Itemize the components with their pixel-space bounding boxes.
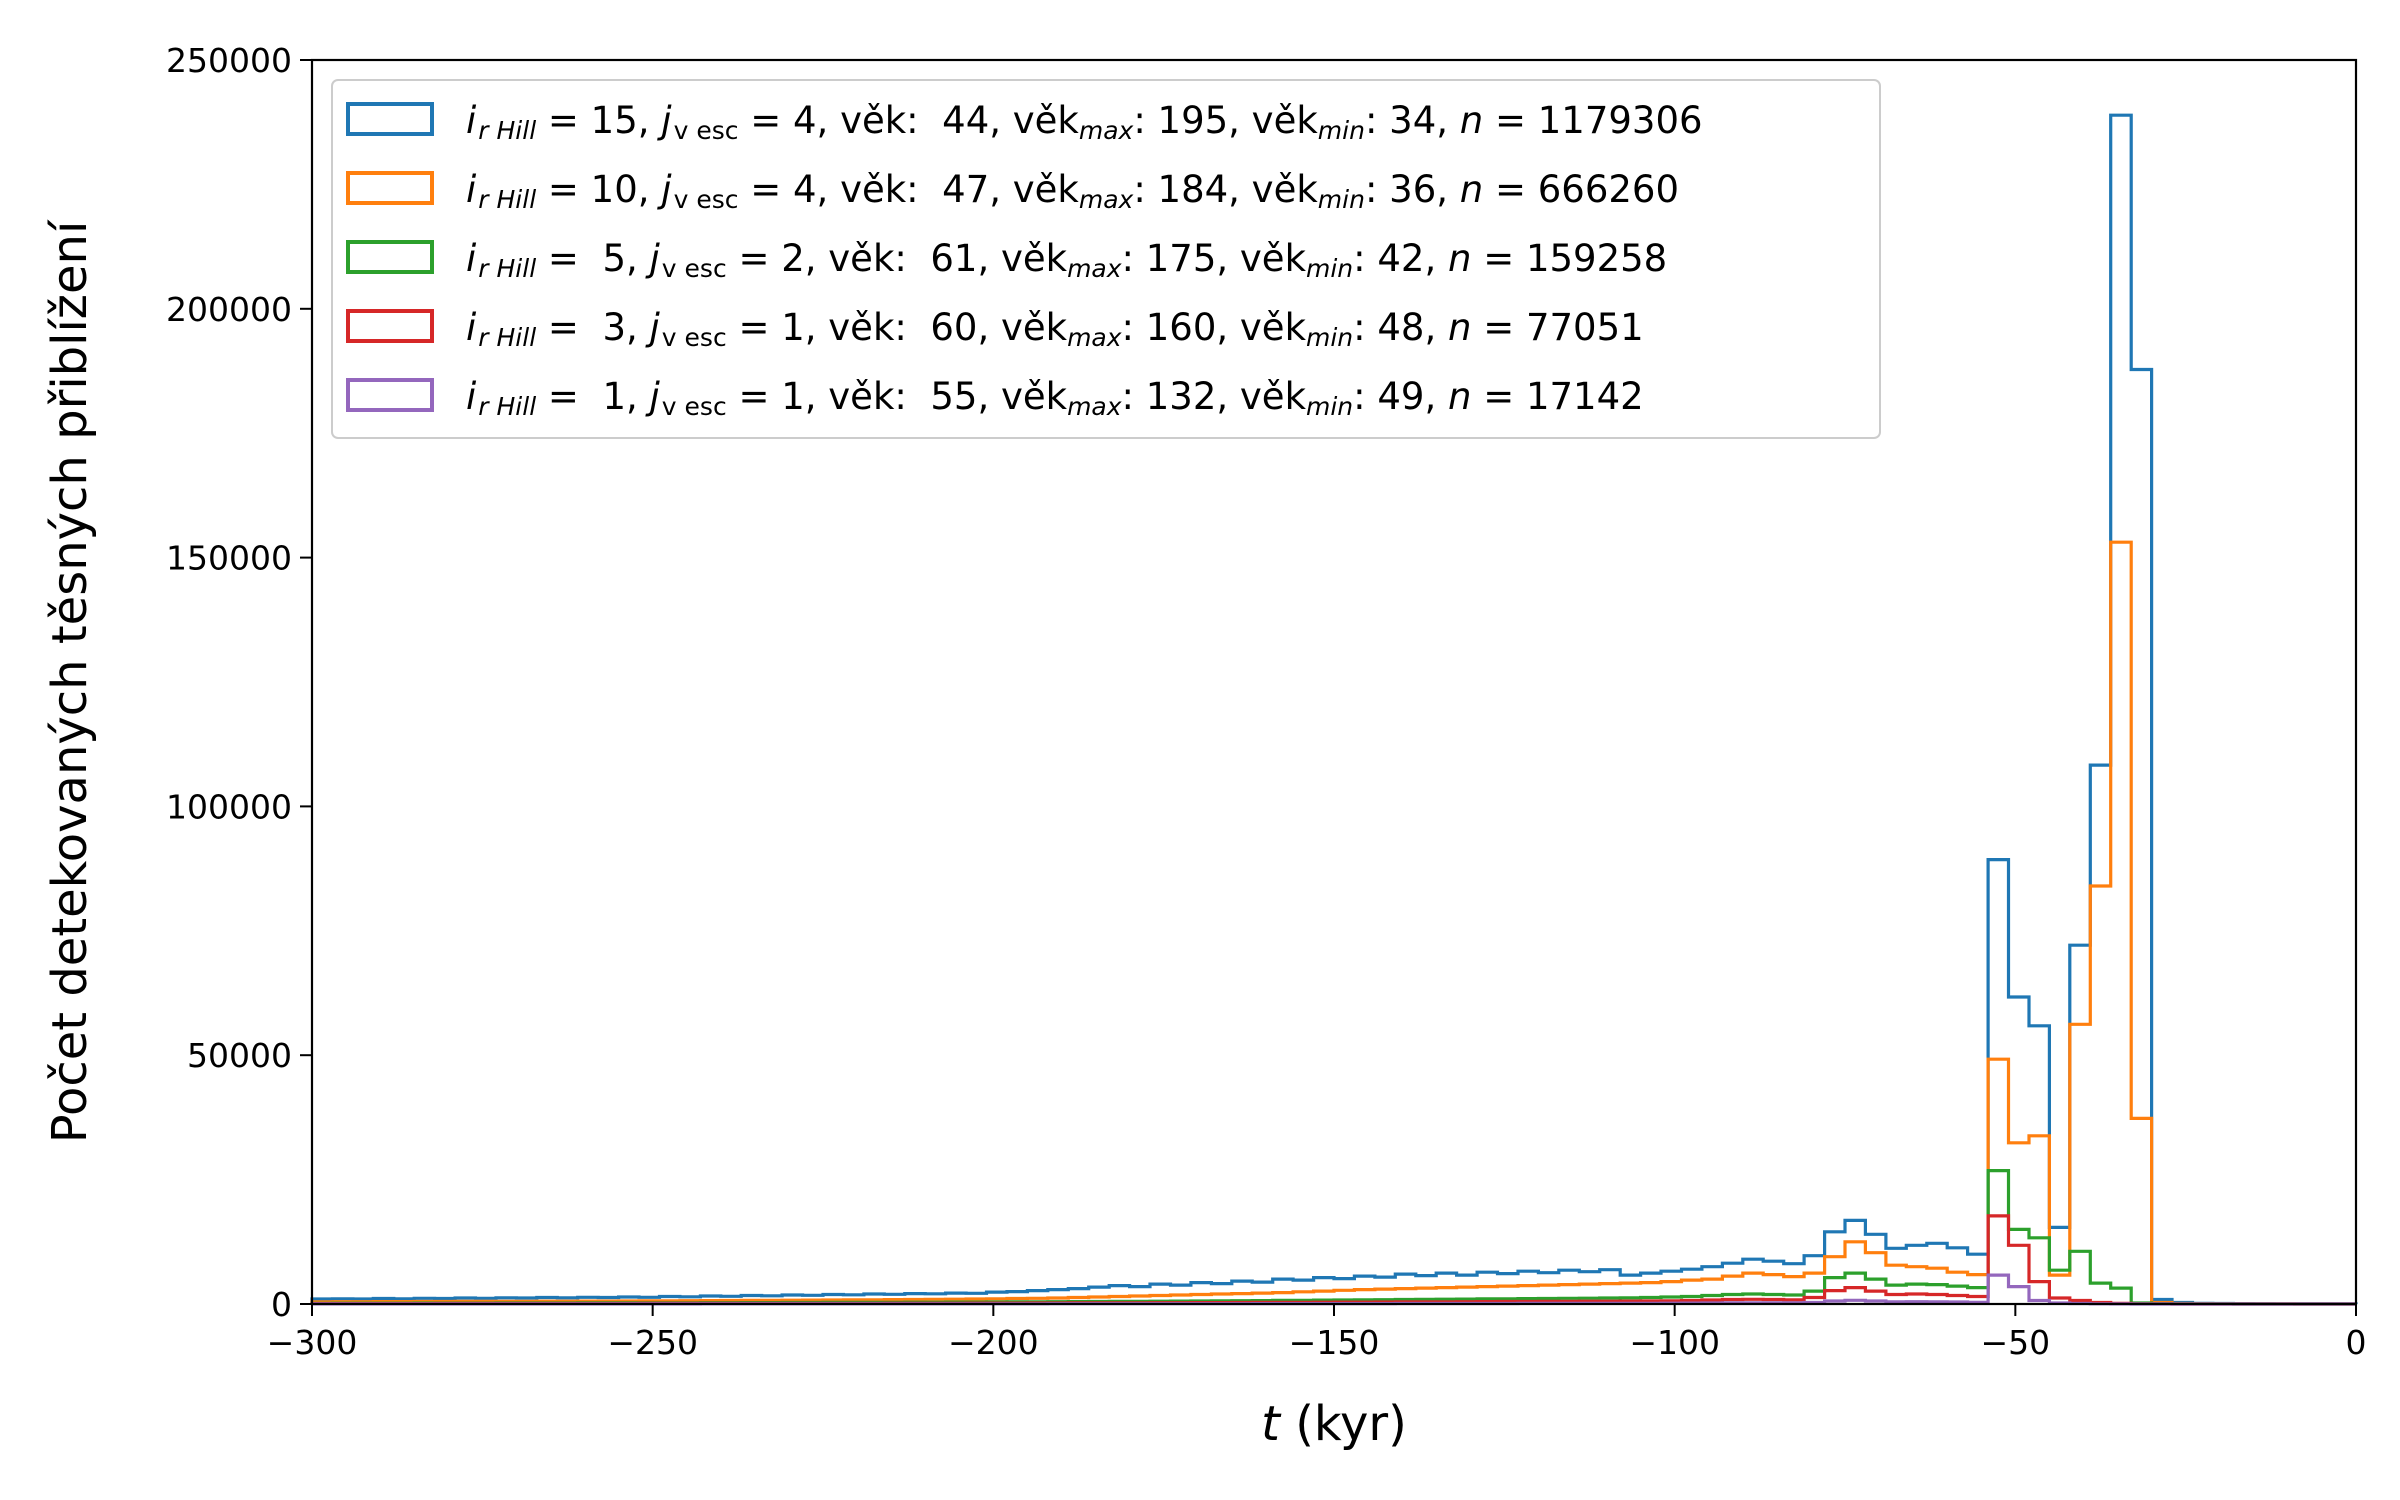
legend-swatch-3	[346, 240, 434, 274]
y-tick-label: 250000	[166, 41, 292, 80]
legend-swatch-2	[346, 171, 434, 205]
legend-swatch-1	[346, 102, 434, 136]
x-tick-label: −50	[1981, 1323, 2051, 1362]
legend-label-1: ir Hill = 15, jv esc = 4, věk: 44, věkma…	[466, 99, 1703, 145]
y-tick-label: 0	[271, 1285, 292, 1324]
x-tick-label: 0	[2346, 1323, 2367, 1362]
x-tick-label: −250	[607, 1323, 698, 1362]
x-tick-label: −200	[948, 1323, 1039, 1362]
y-tick-label: 150000	[166, 539, 292, 578]
x-axis-label: t (kyr)	[1261, 1396, 1407, 1452]
x-axis-ticks: −300 −250 −200 −150 −100 −50 0	[267, 1304, 2367, 1362]
legend: ir Hill = 15, jv esc = 4, věk: 44, věkma…	[331, 79, 1881, 439]
histogram-series-1	[310, 113, 2358, 1306]
legend-label-2: ir Hill = 10, jv esc = 4, věk: 47, věkma…	[466, 168, 1679, 214]
histogram-series-2	[310, 540, 2356, 1306]
legend-label-4: ir Hill = 3, jv esc = 1, věk: 60, věkmax…	[466, 306, 1644, 352]
x-tick-label: −100	[1629, 1323, 1720, 1362]
legend-box	[331, 79, 1881, 439]
y-tick-label: 50000	[187, 1036, 292, 1075]
legend-label-5: ir Hill = 1, jv esc = 1, věk: 55, věkmax…	[466, 375, 1644, 421]
y-axis-label: Počet detekovaných těsných přiblížení	[42, 219, 98, 1143]
y-axis-ticks: 0 50000 100000 150000 200000 250000	[166, 41, 312, 1324]
legend-swatch-4	[346, 309, 434, 343]
y-tick-label: 200000	[166, 290, 292, 329]
x-axis-label-symbol: t	[1261, 1396, 1282, 1452]
x-tick-label: −300	[267, 1323, 358, 1362]
legend-label-3: ir Hill = 5, jv esc = 2, věk: 61, věkmax…	[466, 237, 1667, 283]
legend-swatch-5	[346, 378, 434, 412]
legend-entries: ir Hill = 15, jv esc = 4, věk: 44, věkma…	[346, 99, 1703, 421]
y-tick-label: 100000	[166, 787, 292, 826]
x-tick-label: −150	[1289, 1323, 1380, 1362]
x-axis-label-unit: (kyr)	[1280, 1396, 1407, 1452]
